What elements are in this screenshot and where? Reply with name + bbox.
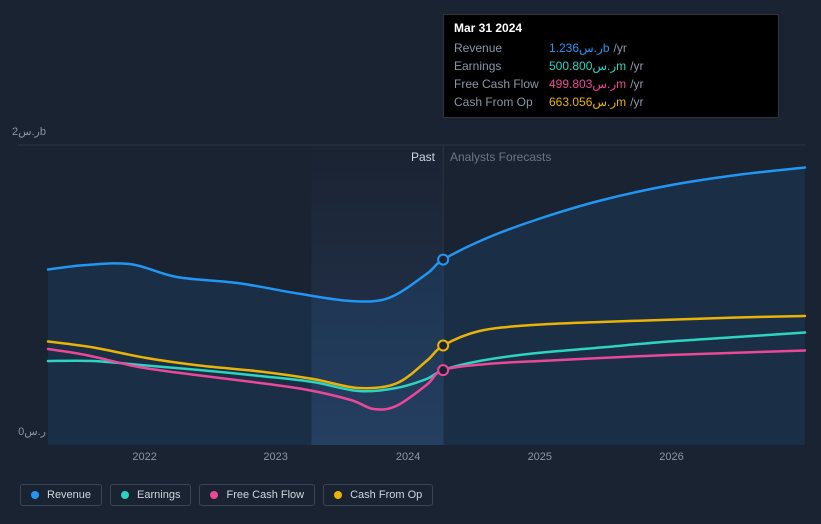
legend-item-cash-from-op[interactable]: Cash From Op: [323, 484, 433, 506]
tooltip-row-unit: ر.سm: [592, 95, 626, 109]
legend-swatch: [334, 491, 342, 499]
tooltip-row: Revenue1.236ر.سb/yr: [454, 39, 768, 57]
legend-item-free-cash-flow[interactable]: Free Cash Flow: [199, 484, 315, 506]
chart-container: Past Analysts Forecasts Mar 31 2024 Reve…: [0, 0, 821, 524]
tooltip-row-value: 1.236: [549, 41, 579, 55]
legend-swatch: [31, 491, 39, 499]
tooltip-row-unit: ر.سm: [592, 77, 626, 91]
tooltip-row-suffix: /yr: [630, 59, 643, 73]
legend-label: Revenue: [47, 489, 91, 501]
legend-label: Free Cash Flow: [226, 489, 304, 501]
past-section-label: Past: [411, 150, 435, 164]
tooltip-row-unit: ر.سm: [592, 59, 626, 73]
tooltip-row-value: 499.803: [549, 77, 592, 91]
tooltip-row-label: Free Cash Flow: [454, 77, 549, 91]
tooltip-row-suffix: /yr: [630, 77, 643, 91]
tooltip-row: Free Cash Flow499.803ر.سm/yr: [454, 75, 768, 93]
chart-tooltip: Mar 31 2024 Revenue1.236ر.سb/yrEarnings5…: [443, 14, 779, 118]
x-axis-label: 2024: [396, 451, 420, 463]
tooltip-row-label: Revenue: [454, 41, 549, 55]
tooltip-date: Mar 31 2024: [454, 21, 768, 39]
tooltip-row-unit: ر.سb: [579, 41, 609, 55]
tooltip-row-label: Cash From Op: [454, 95, 549, 109]
legend-item-earnings[interactable]: Earnings: [110, 484, 191, 506]
chart-legend: Revenue Earnings Free Cash Flow Cash From O…: [20, 484, 433, 506]
tooltip-row-label: Earnings: [454, 59, 549, 73]
legend-label: Earnings: [137, 489, 180, 501]
legend-item-revenue[interactable]: Revenue: [20, 484, 102, 506]
y-axis-label: ر.س2b: [12, 125, 46, 138]
x-axis-label: 2025: [528, 451, 552, 463]
tooltip-row: Cash From Op663.056ر.سm/yr: [454, 93, 768, 111]
tooltip-row-suffix: /yr: [614, 41, 627, 55]
tooltip-row-value: 663.056: [549, 95, 592, 109]
tooltip-row-suffix: /yr: [630, 95, 643, 109]
legend-swatch: [121, 491, 129, 499]
legend-label: Cash From Op: [350, 489, 422, 501]
x-axis-label: 2023: [263, 451, 287, 463]
y-axis-label: ر.س0: [18, 425, 46, 438]
tooltip-row-value: 500.800: [549, 59, 592, 73]
legend-swatch: [210, 491, 218, 499]
x-axis-label: 2026: [659, 451, 683, 463]
forecast-section-label: Analysts Forecasts: [450, 150, 551, 164]
x-axis-label: 2022: [132, 451, 156, 463]
tooltip-row: Earnings500.800ر.سm/yr: [454, 57, 768, 75]
